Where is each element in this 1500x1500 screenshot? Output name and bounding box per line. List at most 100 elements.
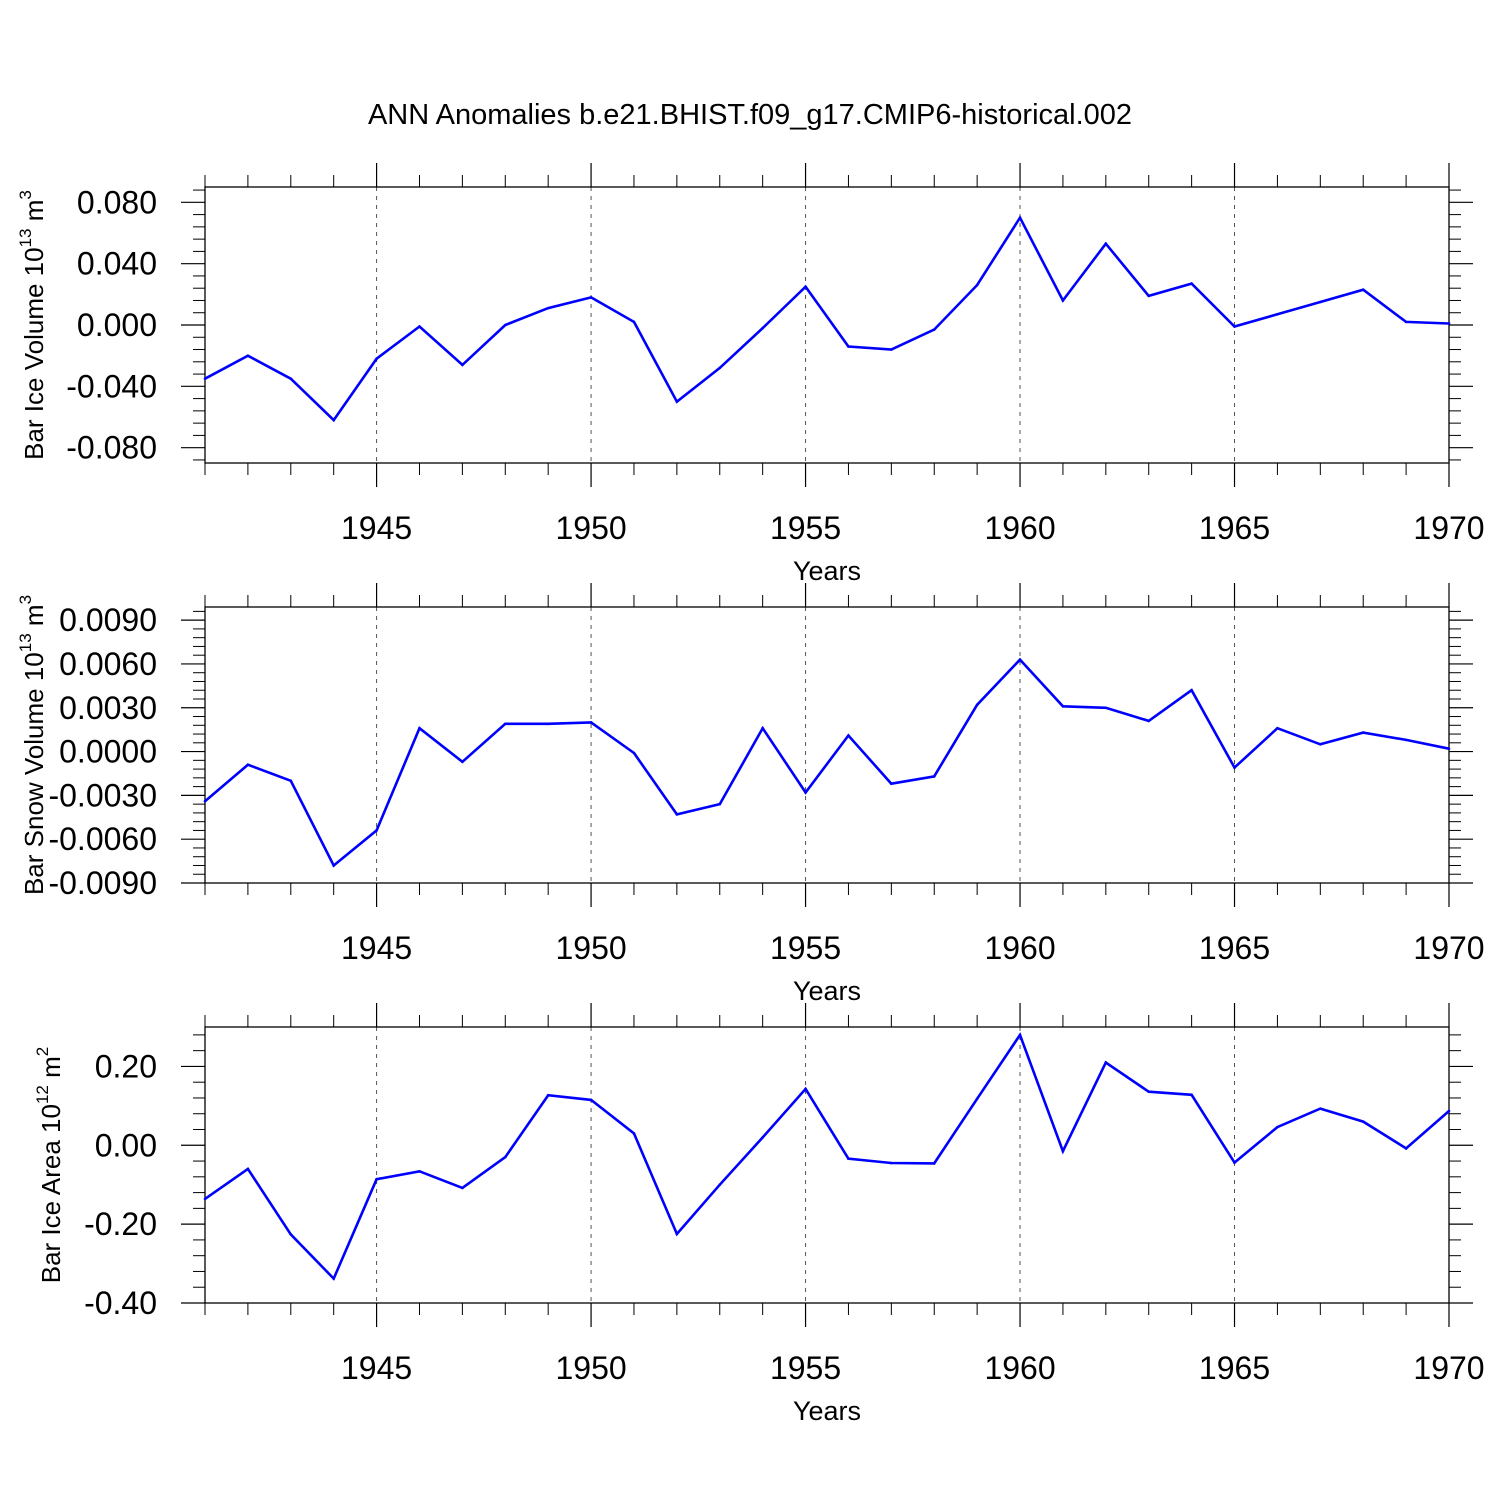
panel-3: 1945 1950 1955 1960 1965 1970 Years 0.20 0.00 -0.… bbox=[33, 1003, 1485, 1426]
x-tick-label: 1955 bbox=[770, 1350, 841, 1386]
data-point bbox=[718, 366, 722, 370]
data-point bbox=[1319, 742, 1322, 746]
y-tick-label: -0.20 bbox=[84, 1206, 157, 1242]
y-tick-label: -0.40 bbox=[84, 1285, 157, 1321]
data-point bbox=[246, 354, 250, 357]
x-axis-label: Years bbox=[793, 556, 861, 586]
data-point bbox=[503, 722, 507, 726]
data-point bbox=[1404, 320, 1408, 324]
y-axis-label-exponent: 12 bbox=[33, 1085, 52, 1104]
data-point bbox=[332, 864, 335, 867]
data-point bbox=[675, 400, 679, 403]
data-point bbox=[1361, 1120, 1365, 1123]
y-tick-label: 0.000 bbox=[77, 307, 157, 343]
y-tick-label: 0.00 bbox=[95, 1127, 157, 1163]
data-point bbox=[1319, 1107, 1322, 1110]
data-point bbox=[1061, 705, 1065, 708]
x-tick-label: 1960 bbox=[984, 930, 1055, 966]
x-tick-label: 1950 bbox=[555, 1350, 626, 1386]
data-point bbox=[246, 763, 250, 767]
data-point bbox=[1190, 1093, 1193, 1097]
data-point bbox=[975, 283, 979, 287]
x-tick-label: 1945 bbox=[341, 930, 412, 966]
y-axis-label-text: Bar Ice Volume 10 bbox=[19, 247, 49, 459]
data-point bbox=[503, 1155, 507, 1159]
data-point bbox=[1018, 1033, 1022, 1037]
x-tick-label: 1965 bbox=[1199, 1350, 1270, 1386]
data-point bbox=[1190, 282, 1193, 285]
y-tick-label: -0.0030 bbox=[48, 777, 157, 813]
data-point bbox=[847, 734, 850, 737]
data-point bbox=[1447, 747, 1451, 750]
data-point bbox=[1104, 706, 1108, 710]
data-point bbox=[932, 1162, 936, 1165]
y-tick-label: 0.0060 bbox=[59, 646, 157, 682]
chart-panels: 1945 1950 1955 1960 1965 1970 Years 0.080 0.040 0… bbox=[16, 163, 1485, 1426]
data-point bbox=[203, 799, 207, 803]
x-tick-label: 1960 bbox=[984, 1350, 1055, 1386]
data-point bbox=[589, 1098, 593, 1102]
data-point bbox=[932, 328, 936, 331]
y-axis-label-unit-exponent: 2 bbox=[33, 1047, 52, 1056]
data-point bbox=[718, 802, 722, 806]
x-tick-label: 1945 bbox=[341, 510, 412, 546]
data-point bbox=[718, 1183, 722, 1187]
data-point bbox=[1018, 216, 1022, 219]
y-tick-label: 0.080 bbox=[77, 184, 157, 220]
data-point bbox=[1361, 288, 1365, 292]
data-point bbox=[1104, 1061, 1108, 1064]
x-tick-label: 1955 bbox=[770, 930, 841, 966]
data-point bbox=[289, 1233, 293, 1236]
data-point bbox=[332, 1277, 335, 1280]
data-point bbox=[1147, 1090, 1151, 1093]
series-line bbox=[204, 215, 1450, 423]
plot-frame bbox=[204, 186, 1450, 464]
data-point bbox=[1104, 242, 1108, 246]
y-tick-label: 0.040 bbox=[77, 246, 157, 282]
y-tick-label: -0.040 bbox=[66, 368, 157, 404]
data-point bbox=[203, 377, 207, 380]
data-point bbox=[589, 296, 593, 299]
x-axis-label: Years bbox=[793, 1396, 861, 1426]
x-tick-label: 1960 bbox=[984, 510, 1055, 546]
data-point bbox=[761, 726, 764, 730]
data-point bbox=[546, 306, 550, 310]
data-point bbox=[1276, 312, 1279, 316]
data-point bbox=[461, 760, 464, 764]
data-point bbox=[1233, 1161, 1236, 1164]
panel-2: 1945 1950 1955 1960 1965 1970 Years 0.0090 0.006… bbox=[16, 583, 1485, 1006]
data-point bbox=[632, 751, 636, 755]
y-axis-label-unit-exponent: 3 bbox=[16, 190, 35, 199]
data-point bbox=[375, 1177, 378, 1181]
data-point bbox=[1447, 1109, 1451, 1113]
data-point bbox=[546, 1093, 550, 1097]
x-tick-label: 1955 bbox=[770, 510, 841, 546]
x-tick-label: 1945 bbox=[341, 1350, 412, 1386]
data-point bbox=[932, 775, 936, 778]
y-axis-label-exponent: 13 bbox=[16, 228, 35, 247]
y-tick-label: 0.0090 bbox=[59, 602, 157, 638]
data-point bbox=[1190, 688, 1193, 692]
y-axis-label: Bar Snow Volume 1013 m3 bbox=[16, 595, 49, 895]
data-point bbox=[289, 377, 293, 380]
data-point bbox=[546, 722, 550, 726]
x-tick-label: 1965 bbox=[1199, 930, 1270, 966]
y-axis-label-unit: m bbox=[36, 1056, 66, 1085]
data-point bbox=[890, 782, 893, 785]
data-point bbox=[289, 779, 293, 783]
data-point bbox=[1147, 719, 1151, 723]
y-axis-label: Bar Ice Area 1012 m2 bbox=[33, 1047, 66, 1284]
plot-frame bbox=[204, 606, 1450, 884]
y-axis-label-unit: m bbox=[19, 200, 49, 229]
data-point bbox=[675, 813, 679, 816]
data-point bbox=[375, 357, 378, 361]
x-tick-label: 1970 bbox=[1413, 1350, 1484, 1386]
data-point bbox=[1061, 1149, 1065, 1153]
data-point bbox=[418, 325, 421, 328]
data-point bbox=[332, 418, 335, 422]
y-axis-label: Bar Ice Volume 1013 m3 bbox=[16, 190, 49, 460]
series-line bbox=[204, 1032, 1450, 1281]
data-point bbox=[804, 285, 807, 288]
data-point bbox=[675, 1232, 679, 1236]
